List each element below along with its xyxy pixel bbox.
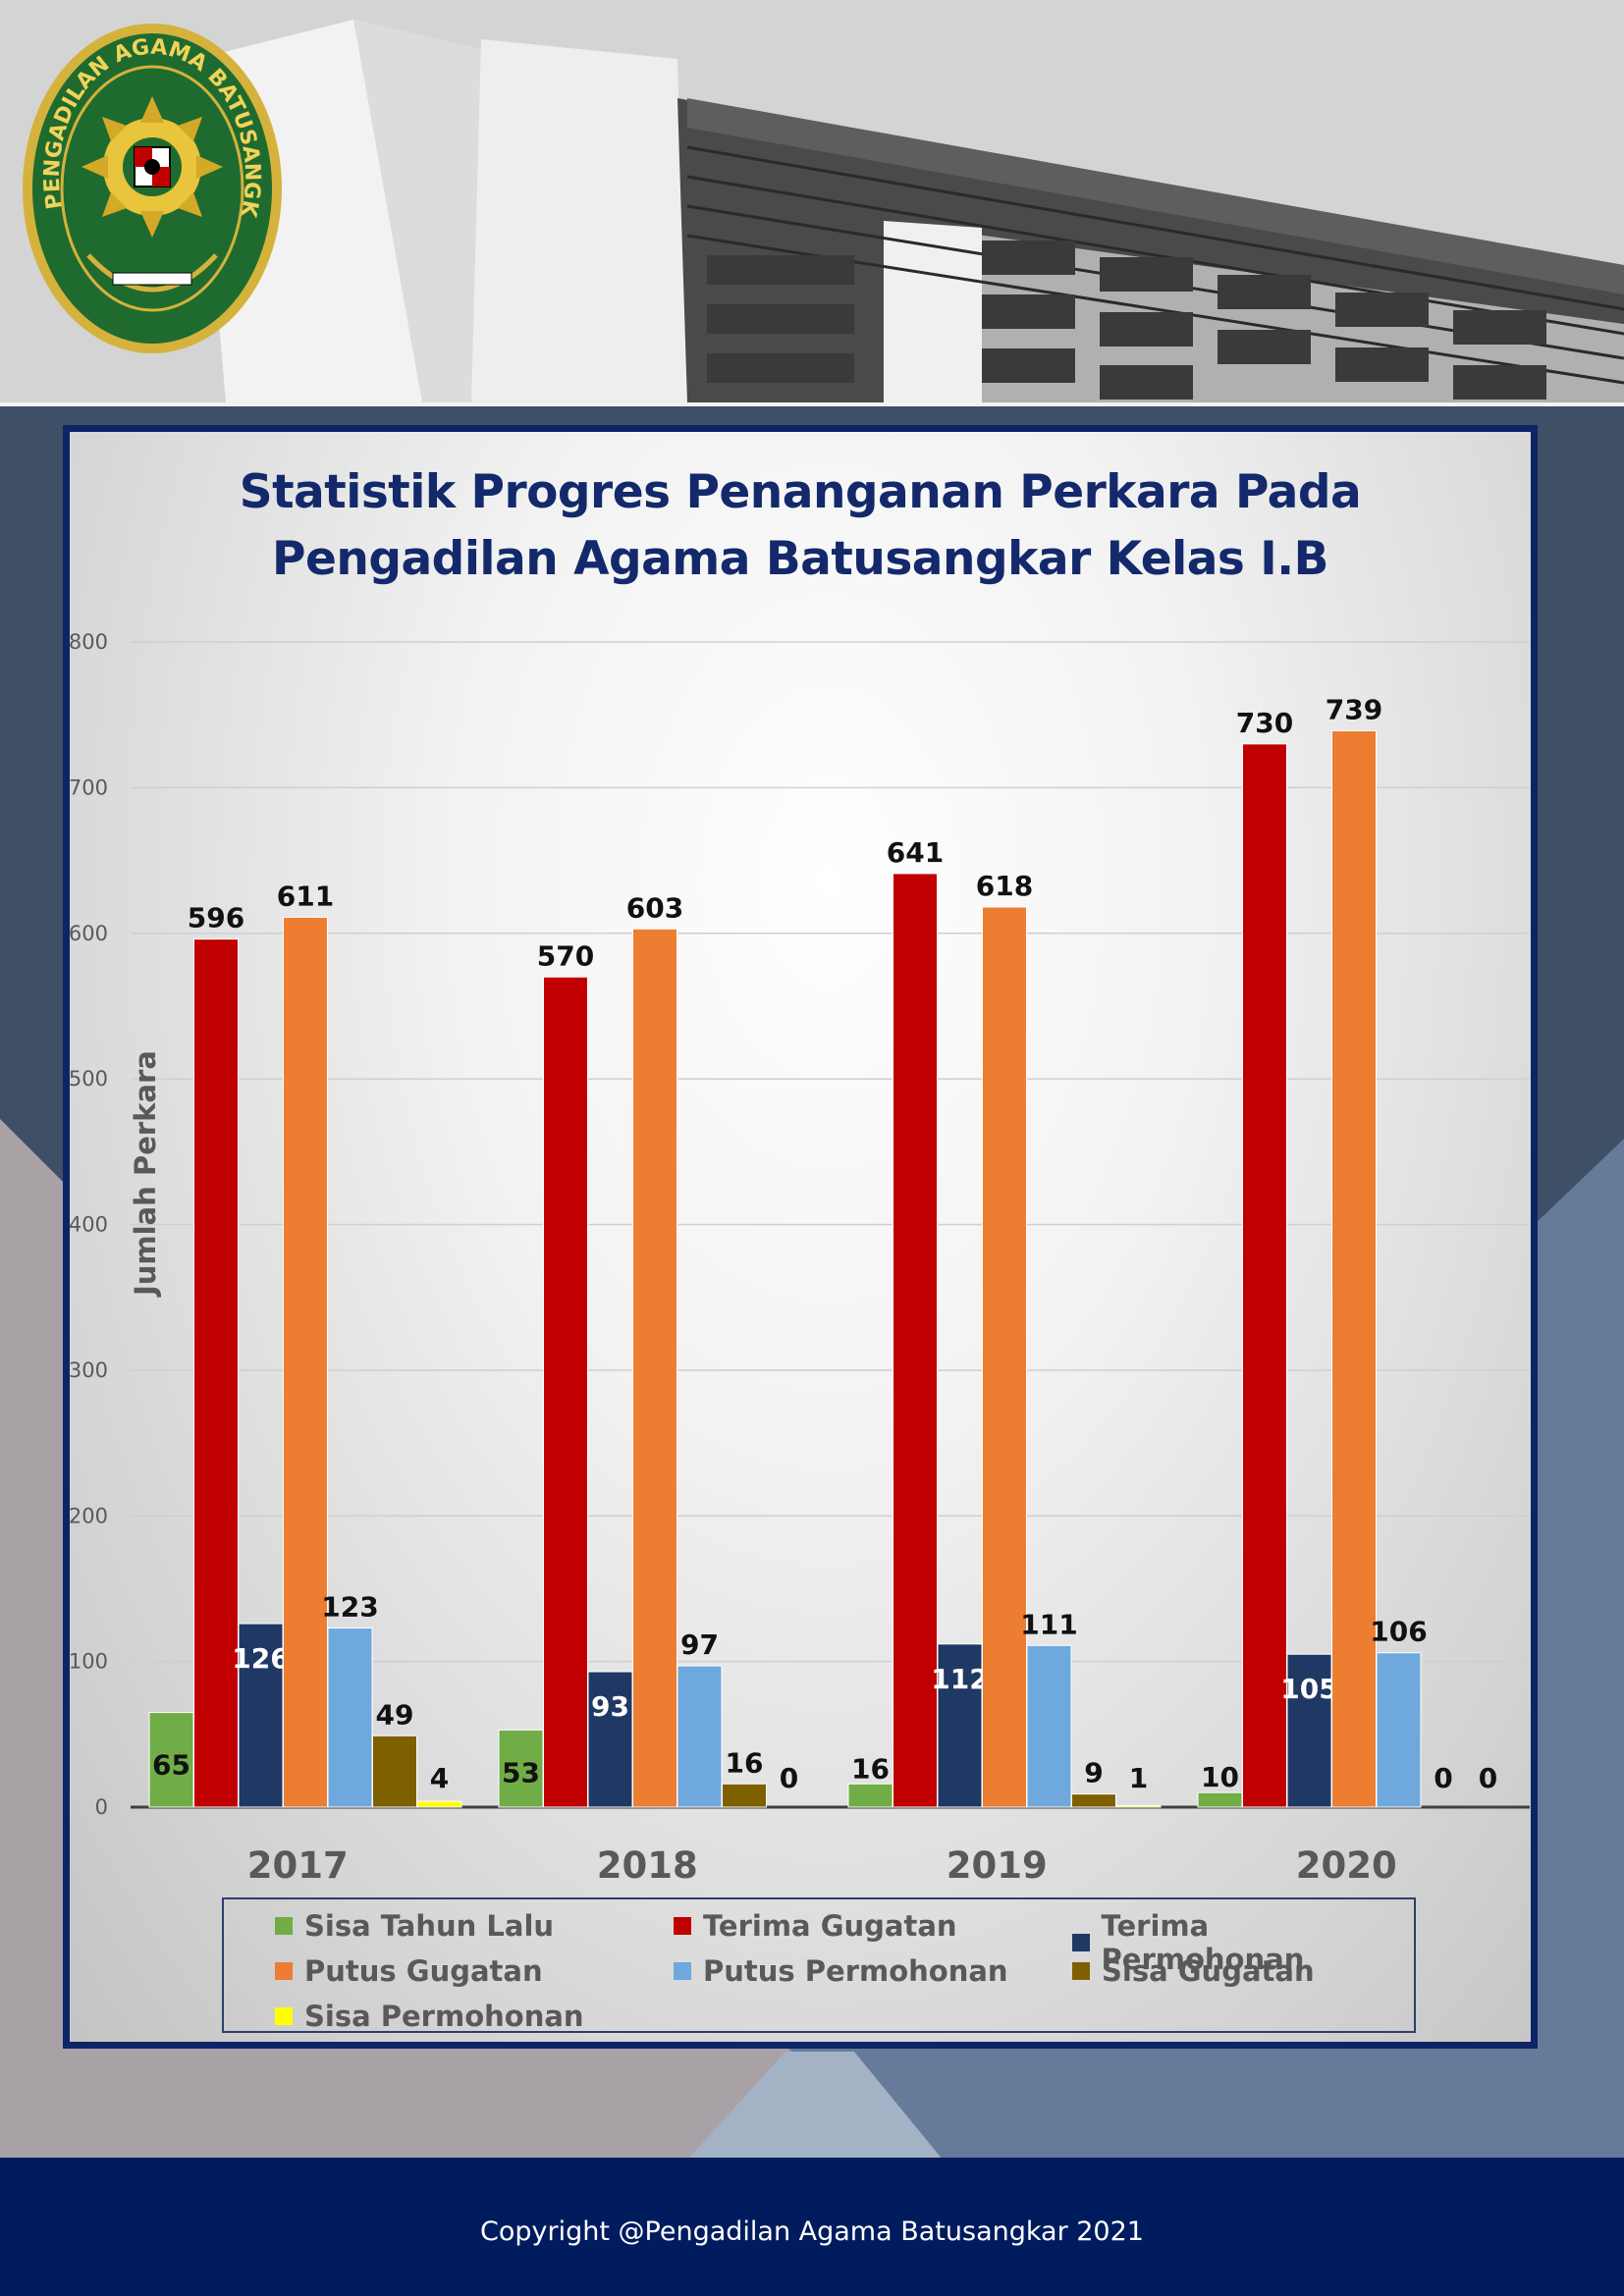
bar-putus-permohonan-2019 xyxy=(1026,1644,1072,1808)
bar-sisa-permohonan-2017 xyxy=(416,1800,462,1808)
copyright-text: Copyright @Pengadilan Agama Batusangkar … xyxy=(480,2216,1144,2247)
footer: Copyright @Pengadilan Agama Batusangkar … xyxy=(0,2158,1624,2296)
bar-putus-gugatan-2018 xyxy=(632,928,677,1808)
bar-putus-permohonan-2020 xyxy=(1376,1652,1422,1808)
data-label: 9 xyxy=(1084,1757,1103,1789)
legend-label: Putus Permohonan xyxy=(703,1954,1008,1988)
bar-terima-permohonan-2017 xyxy=(238,1623,284,1808)
data-label: 739 xyxy=(1326,694,1382,726)
y-tick-label: 0 xyxy=(95,1795,108,1819)
data-label: 93 xyxy=(591,1690,629,1723)
data-label: 105 xyxy=(1280,1673,1337,1705)
data-label: 730 xyxy=(1236,707,1293,739)
y-tick-label: 300 xyxy=(69,1359,108,1382)
y-axis-title: Jumlah Perkara xyxy=(129,1050,162,1298)
data-label: 16 xyxy=(726,1746,764,1779)
data-label: 596 xyxy=(188,902,244,934)
data-label: 126 xyxy=(232,1642,289,1675)
bar-putus-permohonan-2018 xyxy=(677,1665,723,1808)
chart-title-line-2: Pengadilan Agama Batusangkar Kelas I.B xyxy=(272,532,1328,586)
bar-putus-permohonan-2017 xyxy=(327,1627,373,1808)
data-label: 97 xyxy=(680,1629,719,1661)
x-category-label: 2018 xyxy=(597,1844,698,1887)
legend-label: Sisa Permohonan xyxy=(304,2000,584,2033)
bar-terima-gugatan-2018 xyxy=(543,976,588,1808)
y-tick-label: 800 xyxy=(69,630,108,654)
bar-terima-gugatan-2017 xyxy=(193,938,239,1808)
bar-putus-gugatan-2017 xyxy=(283,916,328,1808)
data-label: 0 xyxy=(1434,1762,1452,1794)
data-label: 53 xyxy=(502,1757,540,1789)
y-tick-label: 600 xyxy=(69,922,108,945)
legend-item-sisa-gugatan: Sisa Gugatan xyxy=(1072,1954,1315,1988)
legend-item-sisa-permohonan: Sisa Permohonan xyxy=(275,2000,584,2033)
court-emblem-logo: PENGADILAN AGAMA BATUSANGKAR xyxy=(20,20,282,353)
bar-putus-gugatan-2019 xyxy=(982,906,1027,1808)
data-label: 49 xyxy=(376,1698,414,1731)
data-label: 618 xyxy=(976,870,1033,902)
y-tick-label: 200 xyxy=(69,1504,108,1527)
data-label: 603 xyxy=(626,891,683,924)
legend-item-sisa-tahun-lalu: Sisa Tahun Lalu xyxy=(275,1909,554,1943)
data-label: 106 xyxy=(1370,1616,1427,1648)
data-label: 112 xyxy=(931,1663,988,1695)
bar-sisa-permohonan-2019 xyxy=(1115,1805,1162,1808)
legend-swatch xyxy=(674,1962,691,1980)
y-tick-label: 100 xyxy=(69,1650,108,1674)
data-label: 570 xyxy=(537,939,594,972)
y-tick-label: 400 xyxy=(69,1213,108,1237)
data-label: 16 xyxy=(851,1752,890,1785)
y-tick-label: 500 xyxy=(69,1067,108,1091)
legend-swatch xyxy=(275,2007,293,2025)
bar-sisa-gugatan-2018 xyxy=(722,1783,767,1808)
legend-item-terima-gugatan: Terima Gugatan xyxy=(674,1909,957,1943)
legend-swatch xyxy=(275,1917,293,1935)
bar-sisa-tahun-lalu-2018 xyxy=(498,1729,544,1808)
data-label: 4 xyxy=(430,1762,449,1794)
header-banner: PENGADILAN AGAMA BATUSANGKAR xyxy=(0,0,1624,406)
data-label: 641 xyxy=(887,836,944,869)
legend-item-terima-permohonan: Terima Permohonan xyxy=(1072,1909,1414,1976)
bar-sisa-gugatan-2017 xyxy=(372,1735,417,1808)
data-label: 123 xyxy=(321,1590,378,1623)
bar-putus-gugatan-2020 xyxy=(1331,730,1377,1808)
x-category-label: 2020 xyxy=(1296,1844,1397,1887)
chart-title-line-1: Statistik Progres Penanganan Perkara Pad… xyxy=(239,465,1362,519)
bar-sisa-tahun-lalu-2020 xyxy=(1197,1791,1243,1808)
building-photo xyxy=(0,0,1624,402)
data-label: 10 xyxy=(1201,1761,1239,1793)
legend-item-putus-permohonan: Putus Permohonan xyxy=(674,1954,1008,1988)
legend-item-putus-gugatan: Putus Gugatan xyxy=(275,1954,543,1988)
data-label: 611 xyxy=(277,880,334,912)
legend-label: Sisa Tahun Lalu xyxy=(304,1909,555,1943)
data-label: 0 xyxy=(1479,1762,1497,1794)
legend-swatch xyxy=(275,1962,293,1980)
chart-legend: Sisa Tahun Lalu Terima Gugatan Terima Perm… xyxy=(222,1897,1416,2033)
legend-swatch xyxy=(1072,1962,1090,1980)
data-label: 65 xyxy=(152,1749,190,1782)
legend-label: Terima Permohonan xyxy=(1101,1909,1305,1976)
legend-label: Terima Gugatan xyxy=(703,1909,957,1943)
bar-terima-permohonan-2018 xyxy=(587,1671,633,1808)
legend-label: Putus Gugatan xyxy=(304,1954,543,1988)
bar-terima-permohonan-2020 xyxy=(1286,1653,1332,1808)
bar-terima-gugatan-2020 xyxy=(1242,743,1287,1808)
bar-terima-permohonan-2019 xyxy=(937,1643,983,1808)
y-tick-label: 700 xyxy=(69,775,108,799)
bar-terima-gugatan-2019 xyxy=(893,873,938,1808)
x-category-label: 2019 xyxy=(947,1844,1048,1887)
legend-swatch xyxy=(674,1917,691,1935)
data-label: 0 xyxy=(780,1762,798,1794)
bar-sisa-tahun-lalu-2019 xyxy=(847,1783,893,1808)
data-label: 1 xyxy=(1129,1762,1148,1794)
x-category-label: 2017 xyxy=(247,1844,349,1887)
data-label: 111 xyxy=(1020,1608,1077,1640)
legend-label: Sisa Gugatan xyxy=(1102,1954,1315,1988)
legend-swatch xyxy=(1072,1934,1090,1951)
bar-sisa-gugatan-2019 xyxy=(1071,1793,1116,1808)
